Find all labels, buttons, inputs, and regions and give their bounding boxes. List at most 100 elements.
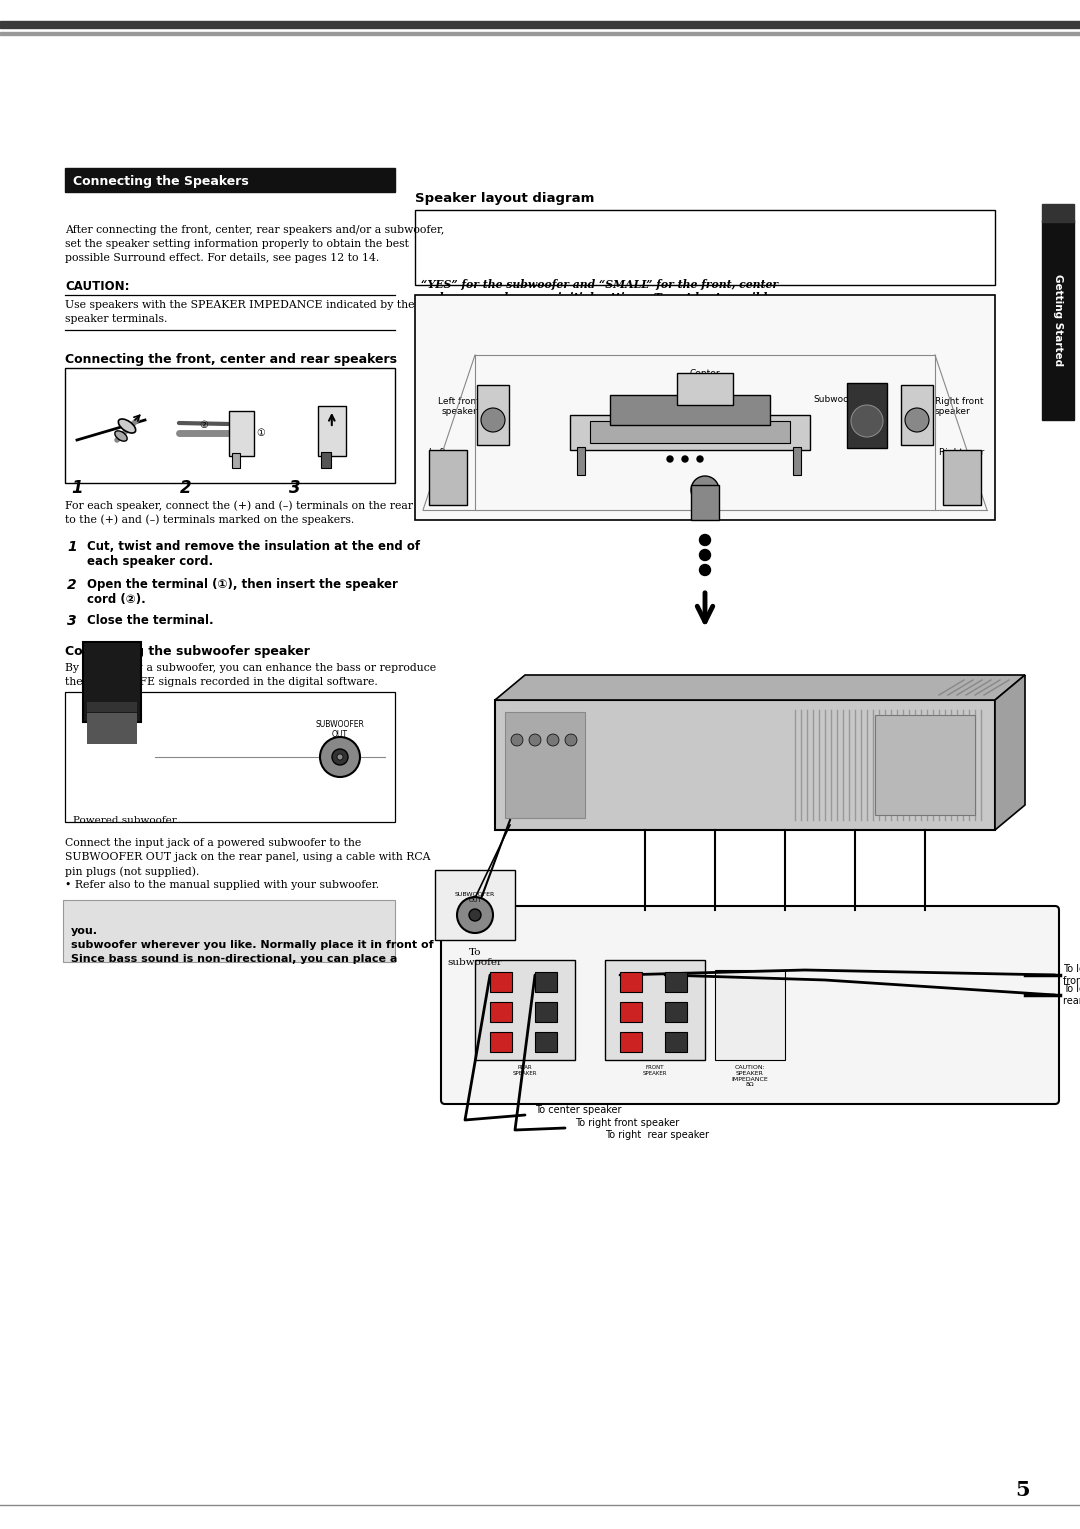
- Text: Connecting the Speakers: Connecting the Speakers: [73, 176, 248, 188]
- Text: To center speaker: To center speaker: [535, 1105, 621, 1115]
- Circle shape: [320, 737, 360, 777]
- Text: For each speaker, connect the (+) and (–) terminals on the rear panel: For each speaker, connect the (+) and (–…: [65, 500, 447, 511]
- Ellipse shape: [119, 419, 136, 433]
- Text: subwoofer wherever you like. Normally place it in front of: subwoofer wherever you like. Normally pl…: [71, 940, 434, 950]
- Bar: [65, 168, 395, 193]
- Bar: [577, 446, 585, 476]
- Text: Connect the input jack of a powered subwoofer to the: Connect the input jack of a powered subw…: [65, 838, 361, 849]
- Text: to the (+) and (–) terminals marked on the speakers.: to the (+) and (–) terminals marked on t…: [65, 514, 354, 524]
- Circle shape: [332, 749, 348, 764]
- Bar: [847, 382, 887, 448]
- Bar: [63, 901, 395, 962]
- Bar: [715, 969, 785, 1060]
- Bar: [610, 394, 770, 425]
- Text: After connecting the front, center, rear speakers and/or a subwoofer,: After connecting the front, center, rear…: [65, 225, 444, 235]
- Text: Close the terminal.: Close the terminal.: [87, 615, 214, 627]
- Circle shape: [700, 549, 711, 561]
- Text: To left
front speaker: To left front speaker: [1063, 965, 1080, 986]
- Text: ①: ①: [256, 428, 265, 437]
- Bar: [535, 972, 557, 992]
- Text: Subwoofer: Subwoofer: [813, 394, 861, 404]
- Text: 5: 5: [1015, 1480, 1029, 1500]
- Bar: [65, 693, 395, 823]
- Text: REAR
SPEAKER: REAR SPEAKER: [513, 1066, 537, 1076]
- Circle shape: [667, 456, 673, 462]
- Text: To right  rear speaker: To right rear speaker: [605, 1130, 708, 1141]
- Text: 1: 1: [67, 540, 77, 553]
- Text: Cut, twist and remove the insulation at the end of: Cut, twist and remove the insulation at …: [87, 540, 420, 553]
- Text: ②: ②: [199, 420, 207, 430]
- Text: By connecting a subwoofer, you can enhance the bass or reproduce: By connecting a subwoofer, you can enhan…: [65, 664, 436, 673]
- Bar: [475, 960, 575, 1060]
- Text: 2: 2: [180, 479, 191, 497]
- Bar: [1042, 220, 1074, 420]
- Text: SUBWOOFER OUT jack on the rear panel, using a cable with RCA: SUBWOOFER OUT jack on the rear panel, us…: [65, 852, 431, 862]
- Text: 1: 1: [71, 479, 83, 497]
- Circle shape: [457, 898, 492, 933]
- Bar: [943, 450, 981, 505]
- Bar: [87, 713, 137, 726]
- Circle shape: [851, 405, 883, 437]
- Text: Connecting the front, center and rear speakers: Connecting the front, center and rear sp…: [65, 353, 397, 365]
- Bar: [793, 446, 801, 476]
- Text: Left rear
speaker: Left rear speaker: [429, 448, 468, 468]
- Bar: [65, 368, 395, 483]
- Bar: [620, 1001, 642, 1021]
- Text: 2: 2: [67, 578, 77, 592]
- Bar: [605, 960, 705, 1060]
- Text: To left
rear speaker: To left rear speaker: [1063, 985, 1080, 1006]
- Bar: [691, 485, 719, 520]
- Text: possible Surround effect. For details, see pages 12 to 14.: possible Surround effect. For details, s…: [65, 252, 379, 263]
- Bar: [875, 716, 975, 815]
- Polygon shape: [995, 674, 1025, 830]
- Text: pin plugs (not supplied).: pin plugs (not supplied).: [65, 865, 200, 876]
- Text: you.: you.: [71, 927, 98, 936]
- Text: Center
speaker: Center speaker: [687, 368, 723, 388]
- Polygon shape: [495, 674, 1025, 700]
- Bar: [415, 295, 995, 520]
- Text: • Refer also to the manual supplied with your subwoofer.: • Refer also to the manual supplied with…: [65, 881, 379, 890]
- Bar: [87, 726, 137, 745]
- Text: 3: 3: [67, 615, 77, 628]
- Text: Left front
speaker: Left front speaker: [438, 398, 480, 416]
- Bar: [570, 414, 810, 450]
- Bar: [477, 385, 509, 445]
- Bar: [429, 450, 467, 505]
- Circle shape: [469, 910, 481, 920]
- Bar: [318, 407, 346, 456]
- Circle shape: [700, 535, 711, 546]
- Text: set the speaker setting information properly to obtain the best: set the speaker setting information prop…: [65, 239, 409, 249]
- Bar: [1042, 203, 1074, 222]
- Bar: [87, 702, 137, 713]
- Bar: [901, 385, 933, 445]
- Bar: [490, 972, 512, 992]
- Text: the original LFE signals recorded in the digital software.: the original LFE signals recorded in the…: [65, 677, 378, 687]
- Circle shape: [691, 476, 719, 505]
- Text: SUBWOOFER
OUT: SUBWOOFER OUT: [315, 720, 364, 740]
- Circle shape: [529, 734, 541, 746]
- Bar: [665, 972, 687, 992]
- Text: Speaker layout diagram: Speaker layout diagram: [415, 193, 594, 205]
- Circle shape: [337, 754, 343, 760]
- Bar: [490, 1001, 512, 1021]
- Text: To right front speaker: To right front speaker: [575, 1118, 679, 1128]
- Circle shape: [565, 734, 577, 746]
- Bar: [620, 1032, 642, 1052]
- Bar: [620, 972, 642, 992]
- Text: CAUTION:
SPEAKER
IMPEDANCE
8Ω: CAUTION: SPEAKER IMPEDANCE 8Ω: [731, 1066, 768, 1087]
- Bar: [415, 209, 995, 284]
- Bar: [495, 700, 995, 830]
- Text: Right front
speaker: Right front speaker: [935, 398, 984, 416]
- Text: Powered subwoofer: Powered subwoofer: [73, 816, 177, 826]
- Text: Getting Started: Getting Started: [1053, 274, 1063, 365]
- Bar: [535, 1001, 557, 1021]
- Circle shape: [905, 408, 929, 433]
- Circle shape: [481, 408, 505, 433]
- Bar: [665, 1032, 687, 1052]
- Text: each speaker cord.: each speaker cord.: [87, 555, 213, 567]
- Circle shape: [681, 456, 688, 462]
- FancyBboxPatch shape: [441, 907, 1059, 1104]
- Circle shape: [700, 564, 711, 575]
- Text: SUBWOOFER
OUT: SUBWOOFER OUT: [455, 891, 495, 902]
- Text: Open the terminal (①), then insert the speaker: Open the terminal (①), then insert the s…: [87, 578, 397, 592]
